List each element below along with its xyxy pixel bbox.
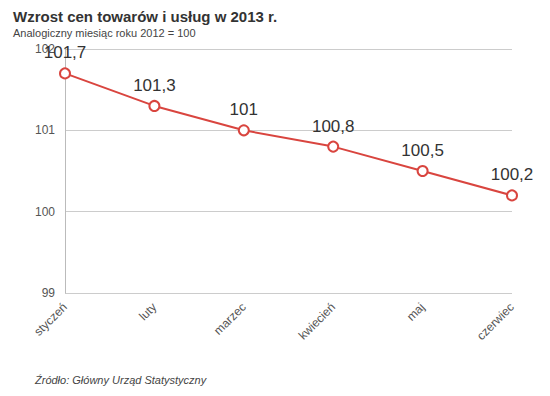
svg-text:101: 101 <box>230 100 258 119</box>
svg-text:Analogiczny miesiąc roku 2012: Analogiczny miesiąc roku 2012 = 100 <box>13 27 196 39</box>
svg-text:99: 99 <box>42 286 56 300</box>
svg-text:Wzrost cen towarów i usług w 2: Wzrost cen towarów i usług w 2013 r. <box>13 8 277 25</box>
svg-text:czerwiec: czerwiec <box>474 300 517 343</box>
svg-text:101,3: 101,3 <box>133 76 176 95</box>
svg-text:101,7: 101,7 <box>44 43 87 62</box>
svg-text:100,8: 100,8 <box>312 117 355 136</box>
svg-text:101: 101 <box>35 123 55 137</box>
svg-text:luty: luty <box>136 300 159 323</box>
svg-text:Źródło: Główny Urząd Statystyc: Źródło: Główny Urząd Statystyczny <box>34 374 208 386</box>
svg-text:kwiecień: kwiecień <box>296 300 338 342</box>
svg-text:100,2: 100,2 <box>491 165 534 184</box>
svg-text:100,5: 100,5 <box>401 141 444 160</box>
svg-text:marzec: marzec <box>211 300 249 338</box>
svg-text:maj: maj <box>404 300 428 324</box>
svg-text:100: 100 <box>35 205 55 219</box>
svg-text:styczeń: styczeń <box>31 300 70 339</box>
